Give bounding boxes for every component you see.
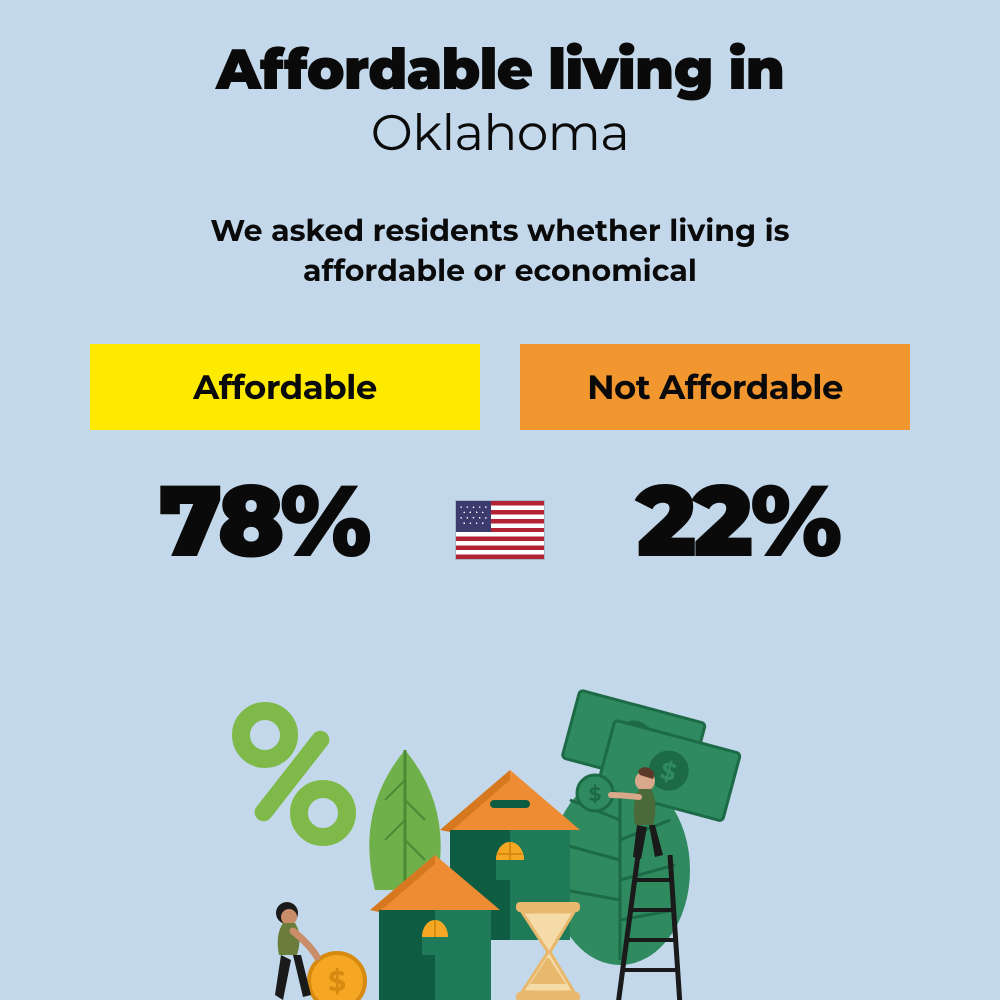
badges-row: Affordable Not Affordable bbox=[90, 344, 910, 430]
stats-row: 78% 22% bbox=[90, 460, 910, 582]
house-savings-illustration: $ $ $ bbox=[220, 680, 780, 1000]
stat-not-affordable: 22% bbox=[564, 460, 910, 582]
badge-not-affordable: Not Affordable bbox=[520, 344, 910, 430]
badge-affordable: Affordable bbox=[90, 344, 480, 430]
subtitle: We asked residents whether living is aff… bbox=[90, 211, 910, 292]
us-flag-icon bbox=[456, 501, 544, 559]
title-location: Oklahoma bbox=[90, 102, 910, 163]
title-main: Affordable living in bbox=[90, 40, 910, 102]
svg-text:$: $ bbox=[589, 783, 602, 807]
svg-text:$: $ bbox=[328, 965, 346, 999]
stat-affordable: 78% bbox=[90, 460, 436, 582]
